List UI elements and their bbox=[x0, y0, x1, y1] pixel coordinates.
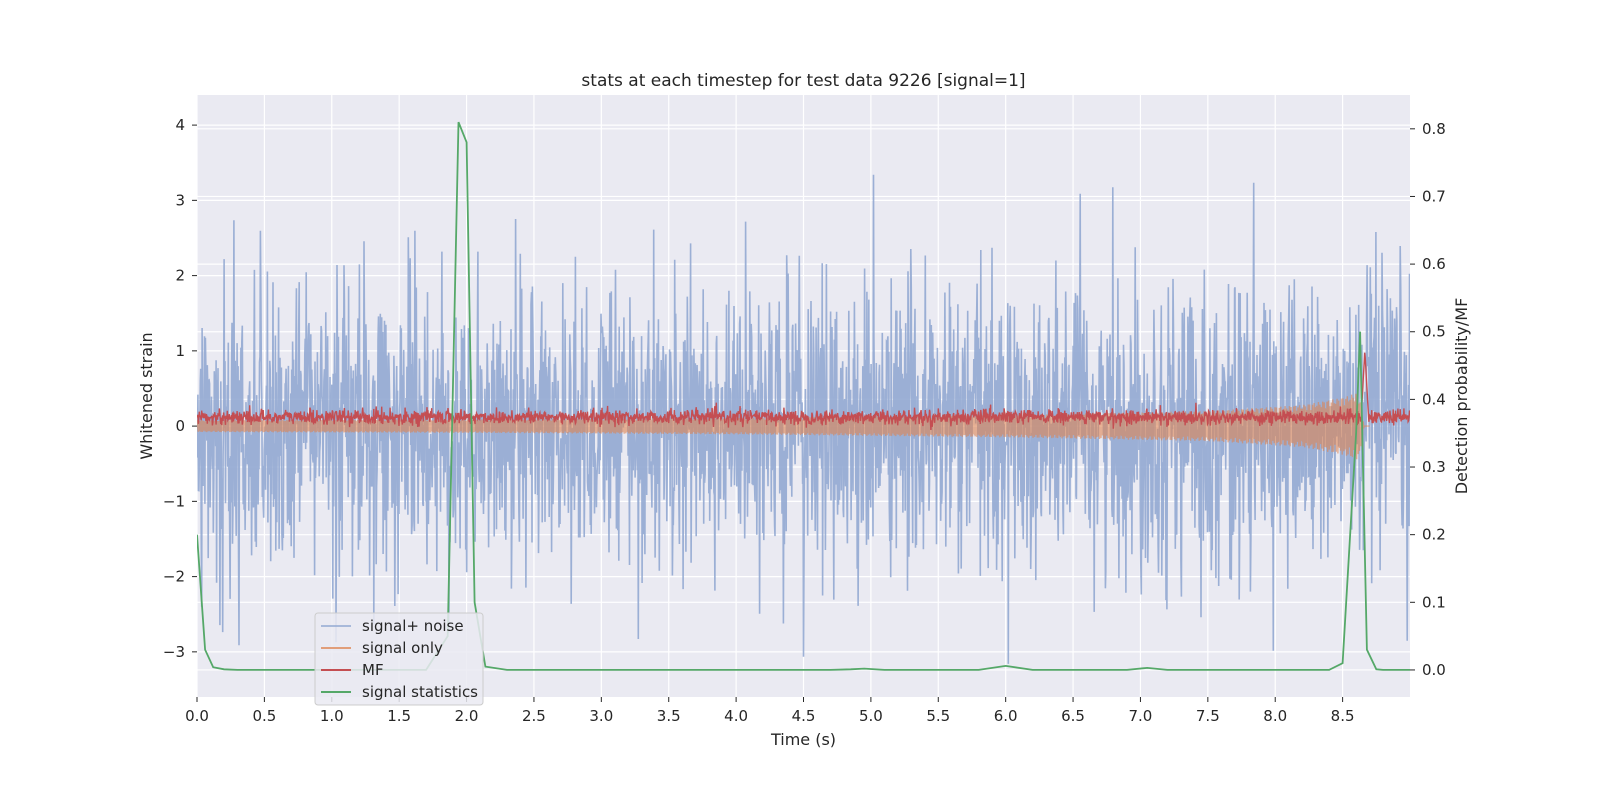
x-tick-label: 6.5 bbox=[1061, 707, 1085, 725]
legend-label-signal-only: signal only bbox=[362, 639, 443, 657]
y-axis-left: −3 −2 −1 0 1 2 3 4 bbox=[163, 116, 197, 661]
x-tick-label: 2.0 bbox=[455, 707, 479, 725]
x-tick-label: 4.0 bbox=[724, 707, 748, 725]
y-right-tick-label: 0.2 bbox=[1422, 526, 1446, 544]
y-tick-label: −1 bbox=[163, 492, 185, 510]
y-right-tick-label: 0.6 bbox=[1422, 255, 1446, 273]
y-tick-label: −2 bbox=[163, 568, 185, 586]
x-tick-label: 0.5 bbox=[252, 707, 276, 725]
x-tick-label: 8.0 bbox=[1263, 707, 1287, 725]
y-right-tick-label: 0.0 bbox=[1422, 661, 1446, 679]
y-right-tick-label: 0.3 bbox=[1422, 458, 1446, 476]
legend-label-signal-statistics: signal statistics bbox=[362, 683, 478, 701]
x-tick-label: 0.0 bbox=[185, 707, 209, 725]
x-tick-label: 3.0 bbox=[589, 707, 613, 725]
y-right-tick-label: 0.1 bbox=[1422, 593, 1446, 611]
legend-label-signal-noise: signal+ noise bbox=[362, 617, 464, 635]
y-tick-label: 4 bbox=[175, 116, 185, 134]
legend: signal+ noise signal only MF signal stat… bbox=[314, 612, 484, 706]
y-right-tick-label: 0.5 bbox=[1422, 323, 1446, 341]
x-tick-label: 7.0 bbox=[1129, 707, 1153, 725]
legend-label-mf: MF bbox=[362, 661, 384, 679]
y-tick-label: 1 bbox=[175, 342, 185, 360]
y-axis-right: 0.0 0.1 0.2 0.3 0.4 0.5 0.6 0.7 0.8 bbox=[1410, 120, 1446, 679]
y-axis-label: Whitened strain bbox=[137, 332, 156, 459]
line-mf bbox=[197, 352, 1410, 430]
x-tick-label: 6.0 bbox=[994, 707, 1018, 725]
line-signal-noise bbox=[197, 174, 1410, 664]
x-tick-label: 8.5 bbox=[1331, 707, 1355, 725]
x-tick-label: 5.0 bbox=[859, 707, 883, 725]
chart-title: stats at each timestep for test data 922… bbox=[581, 71, 1025, 91]
x-axis: 0.0 0.5 1.0 1.5 2.0 2.5 3.0 3.5 4.0 4.5 5.0 5.5 6.0 6… bbox=[185, 697, 1355, 725]
y-tick-label: 0 bbox=[175, 417, 185, 435]
x-axis-label: Time (s) bbox=[770, 730, 836, 749]
y-tick-label: 3 bbox=[175, 191, 185, 209]
x-tick-label: 1.5 bbox=[387, 707, 411, 725]
x-tick-label: 3.5 bbox=[657, 707, 681, 725]
y-right-tick-label: 0.4 bbox=[1422, 390, 1446, 408]
y-right-tick-label: 0.7 bbox=[1422, 187, 1446, 205]
x-tick-label: 1.0 bbox=[320, 707, 344, 725]
y-axis-right-label: Detection probability/MF bbox=[1452, 298, 1471, 495]
y-right-tick-label: 0.8 bbox=[1422, 120, 1446, 138]
x-tick-label: 7.5 bbox=[1196, 707, 1220, 725]
y-tick-label: −3 bbox=[163, 643, 185, 661]
legend-box bbox=[314, 612, 484, 706]
y-tick-label: 2 bbox=[175, 267, 185, 285]
x-tick-label: 4.5 bbox=[792, 707, 816, 725]
series-signal-noise bbox=[197, 174, 1410, 664]
x-tick-label: 5.5 bbox=[926, 707, 950, 725]
series-mf bbox=[197, 352, 1410, 430]
x-tick-label: 2.5 bbox=[522, 707, 546, 725]
